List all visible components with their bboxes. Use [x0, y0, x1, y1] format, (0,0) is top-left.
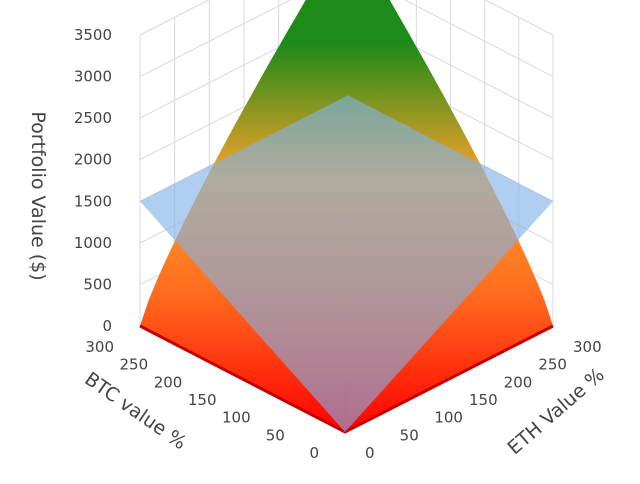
- btc-tick-label: 100: [222, 409, 251, 427]
- surface-layer: [139, 0, 554, 434]
- z-axis-title: Portfolio Value ($): [27, 111, 49, 280]
- z-tick-label: 3000: [74, 68, 112, 86]
- eth-tick-label: 200: [504, 373, 533, 391]
- reference-plane-left: [140, 95, 348, 433]
- z-tick-label: 0: [102, 317, 112, 335]
- z-tick-label: 3500: [74, 26, 112, 44]
- btc-tick-label: 0: [309, 444, 319, 462]
- eth-tick-label: 100: [434, 409, 463, 427]
- eth-tick-label: 250: [538, 356, 567, 374]
- btc-tick-label: 150: [188, 391, 217, 409]
- btc-tick-label: 250: [120, 356, 149, 374]
- z-tick-label: 500: [83, 275, 112, 293]
- z-tick-label: 2000: [74, 151, 112, 169]
- eth-tick-label: 150: [469, 391, 498, 409]
- z-tick-label: 1000: [74, 234, 112, 252]
- tick-labels: 0500100015002000250030003500050100150200…: [74, 26, 602, 462]
- eth-tick-label: 0: [365, 444, 375, 462]
- eth-tick-label: 300: [573, 338, 602, 356]
- reference-plane-right: [345, 95, 553, 433]
- btc-tick-label: 300: [85, 338, 114, 356]
- z-tick-label: 2500: [74, 109, 112, 127]
- btc-tick-label: 50: [266, 426, 285, 444]
- eth-tick-label: 50: [400, 426, 419, 444]
- z-tick-label: 1500: [74, 192, 112, 210]
- btc-tick-label: 200: [154, 373, 183, 391]
